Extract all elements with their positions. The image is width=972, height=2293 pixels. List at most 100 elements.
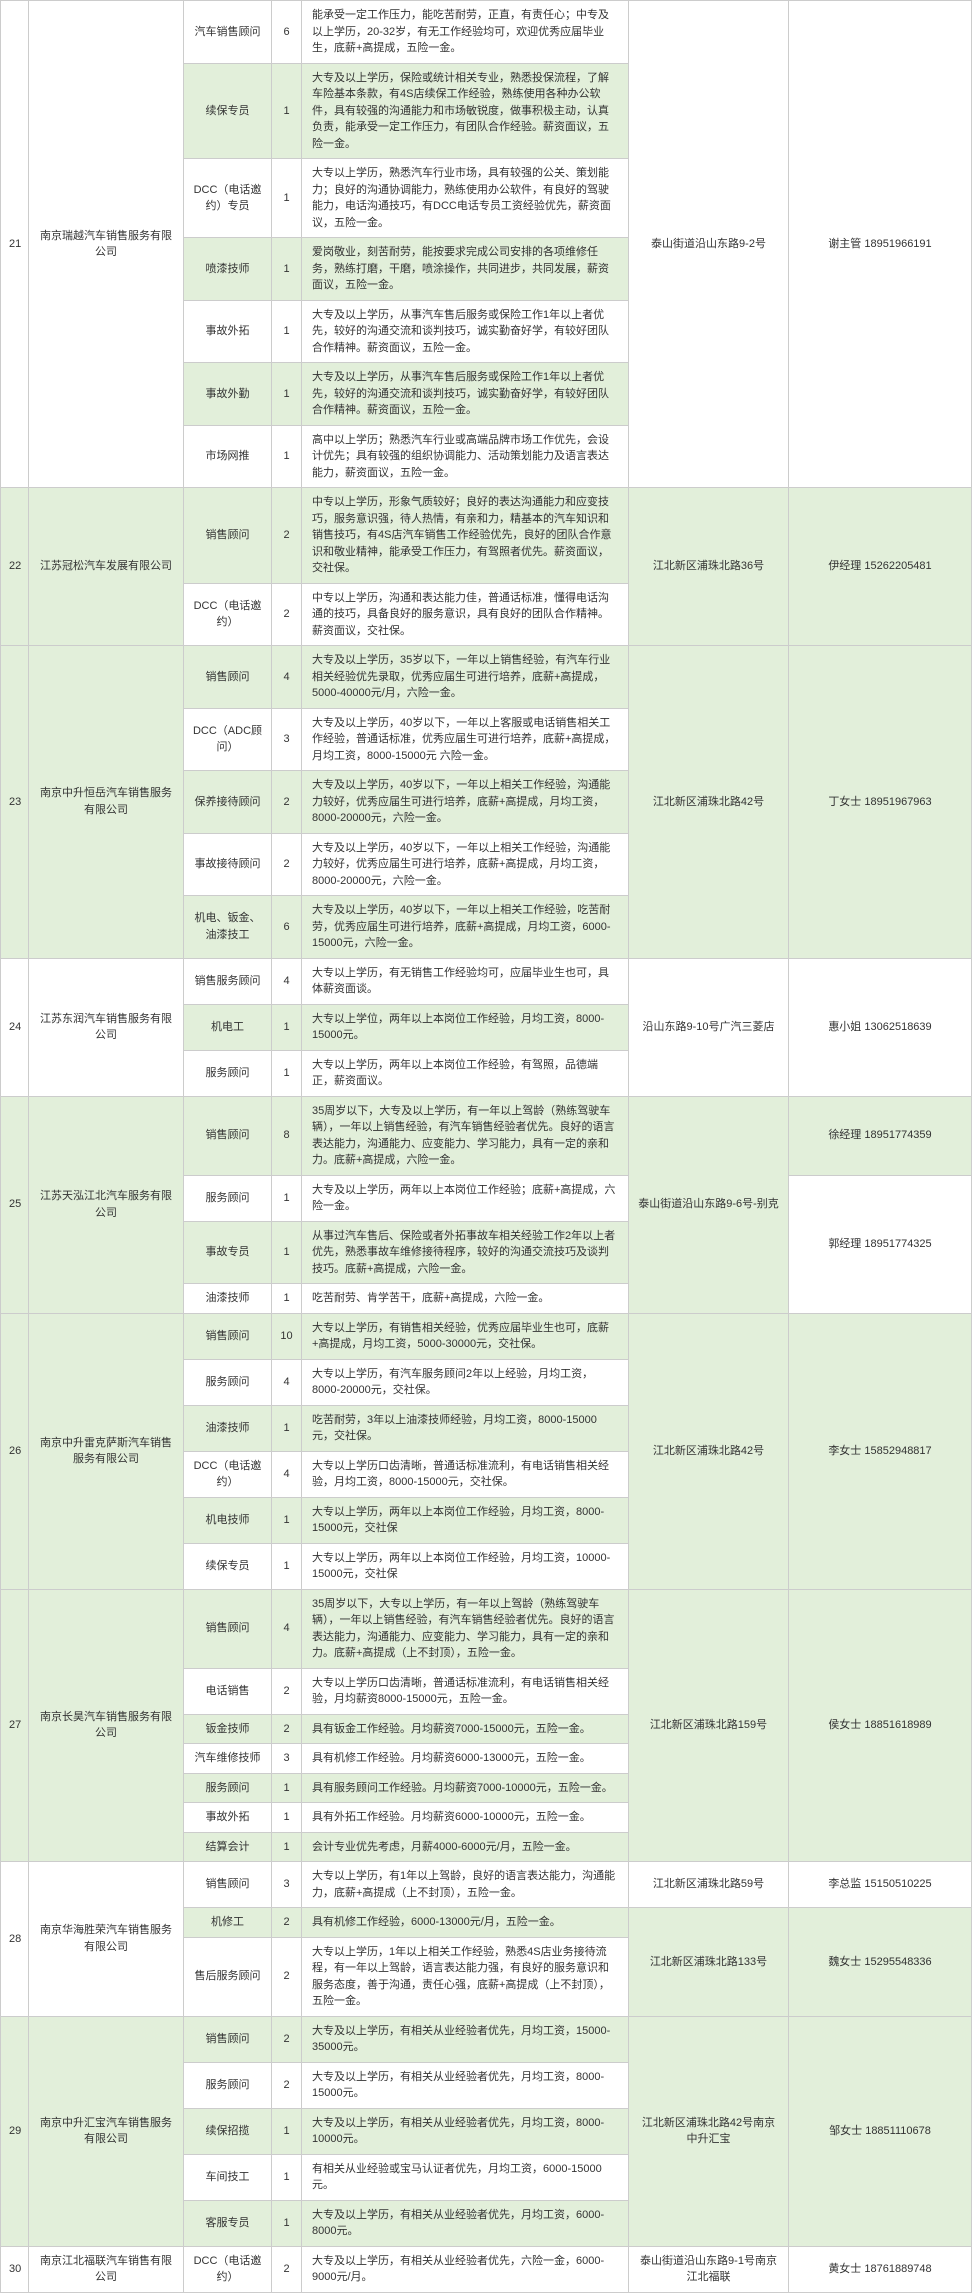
position-name: 油漆技师: [184, 1284, 272, 1314]
position-desc: 大专以上学位，两年以上本岗位工作经验，月均工资，8000-15000元。: [302, 1004, 629, 1050]
position-count: 1: [272, 1543, 302, 1589]
contact-info: 徐经理 18951774359: [789, 1096, 972, 1175]
position-count: 1: [272, 425, 302, 488]
position-name: 机电、钣金、油漆技工: [184, 896, 272, 959]
position-desc: 大专以上学历，有销售相关经验，优秀应届毕业生也可，底薪+高提成，月均工资，500…: [302, 1313, 629, 1359]
company-name: 南京中升汇宝汽车销售服务有限公司: [29, 2016, 184, 2246]
position-desc: 大专及以上学历，40岁以下，一年以上相关工作经验，沟通能力较好，优秀应届生可进行…: [302, 833, 629, 896]
position-desc: 大专及以上学历，35岁以下，一年以上销售经验，有汽车行业相关经验优先录取，优秀应…: [302, 646, 629, 709]
position-desc: 大专及以上学历，40岁以下，一年以上相关工作经验，沟通能力较好，优秀应届生可进行…: [302, 771, 629, 834]
position-desc: 大专及以上学历，有相关从业经验者优先，六险一金，6000-9000元/月。: [302, 2246, 629, 2292]
contact-info: 李总监 15150510225: [789, 1862, 972, 1908]
position-desc: 吃苦耐劳，3年以上油漆技师经验，月均工资，8000-15000元，交社保。: [302, 1405, 629, 1451]
position-desc: 具有机修工作经验，6000-13000元/月，五险一金。: [302, 1908, 629, 1938]
position-count: 1: [272, 159, 302, 238]
position-desc: 大专以上学历，两年以上本岗位工作经验，月均工资，10000-15000元，交社保: [302, 1543, 629, 1589]
company-name: 南京中升雷克萨斯汽车销售服务有限公司: [29, 1313, 184, 1589]
company-name: 南京中升恒岳汽车销售服务有限公司: [29, 646, 184, 959]
position-name: 油漆技师: [184, 1405, 272, 1451]
position-count: 2: [272, 2016, 302, 2062]
position-desc: 中专以上学历，形象气质较好；良好的表达沟通能力和应变技巧，服务意识强，待人热情，…: [302, 488, 629, 584]
position-name: DCC（电话邀约）: [184, 1451, 272, 1497]
position-name: 结算会计: [184, 1832, 272, 1862]
position-count: 1: [272, 1175, 302, 1221]
position-count: 10: [272, 1313, 302, 1359]
contact-info: 郭经理 18951774325: [789, 1175, 972, 1313]
position-count: 2: [272, 833, 302, 896]
row-index: 29: [1, 2016, 29, 2246]
position-desc: 大专及以上学历，保险或统计相关专业，熟悉投保流程，了解车险基本条款，有4S店续保…: [302, 63, 629, 159]
company-address: 江北新区浦珠北路159号: [629, 1589, 789, 1862]
position-name: 喷漆技师: [184, 238, 272, 301]
position-count: 4: [272, 958, 302, 1004]
position-name: 保养接待顾问: [184, 771, 272, 834]
position-name: 事故外勤: [184, 363, 272, 426]
position-name: 机修工: [184, 1908, 272, 1938]
position-count: 3: [272, 1862, 302, 1908]
position-count: 3: [272, 708, 302, 771]
position-name: 服务顾问: [184, 1773, 272, 1803]
contact-info: 李女士 15852948817: [789, 1313, 972, 1589]
position-desc: 爱岗敬业，刻苦耐劳，能按要求完成公司安排的各项维修任务，熟练打磨，干磨，喷涂操作…: [302, 238, 629, 301]
position-desc: 具有服务顾问工作经验。月均薪资7000-10000元，五险一金。: [302, 1773, 629, 1803]
position-desc: 有相关从业经验或宝马认证者优先，月均工资，6000-15000元。: [302, 2154, 629, 2200]
row-index: 25: [1, 1096, 29, 1313]
position-count: 1: [272, 1050, 302, 1096]
position-name: 电话销售: [184, 1668, 272, 1714]
position-count: 2: [272, 488, 302, 584]
position-count: 1: [272, 238, 302, 301]
position-count: 8: [272, 1096, 302, 1175]
position-count: 2: [272, 1668, 302, 1714]
row-index: 24: [1, 958, 29, 1096]
position-count: 4: [272, 1451, 302, 1497]
position-desc: 大专以上学历，有无销售工作经验均可，应届毕业生也可，具体薪资面谈。: [302, 958, 629, 1004]
position-count: 1: [272, 300, 302, 363]
position-name: 销售顾问: [184, 488, 272, 584]
company-address: 泰山街道沿山东路9-6号-别克: [629, 1096, 789, 1313]
position-desc: 具有外拓工作经验。月均薪资6000-10000元，五险一金。: [302, 1803, 629, 1833]
position-desc: 大专及以上学历，有相关从业经验者优先，月均工资，8000-15000元。: [302, 2062, 629, 2108]
position-count: 1: [272, 1832, 302, 1862]
position-desc: 35周岁以下，大专以上学历，有一年以上驾龄（熟练驾驶车辆），一年以上销售经验，有…: [302, 1589, 629, 1668]
position-desc: 大专及以上学历，有相关从业经验者优先，月均工资，15000-35000元。: [302, 2016, 629, 2062]
contact-info: 黄女士 18761889748: [789, 2246, 972, 2292]
company-name: 江苏东润汽车销售服务有限公司: [29, 958, 184, 1096]
position-count: 1: [272, 1497, 302, 1543]
position-desc: 大专以上学历，有1年以上驾龄，良好的语言表达能力，沟通能力，底薪+高提成（上不封…: [302, 1862, 629, 1908]
company-address: 沿山东路9-10号广汽三菱店: [629, 958, 789, 1096]
position-name: 市场网推: [184, 425, 272, 488]
position-count: 1: [272, 1284, 302, 1314]
position-desc: 大专及以上学历，有相关从业经验者优先，月均工资，6000-8000元。: [302, 2200, 629, 2246]
company-address: 江北新区浦珠北路59号: [629, 1862, 789, 1908]
position-name: 销售顾问: [184, 1589, 272, 1668]
position-name: 销售顾问: [184, 646, 272, 709]
recruitment-table: 21南京瑞越汽车销售服务有限公司汽车销售顾问6能承受一定工作压力，能吃苦耐劳，正…: [0, 0, 972, 2293]
contact-info: 侯女士 18851618989: [789, 1589, 972, 1862]
position-count: 2: [272, 1937, 302, 2016]
position-name: 钣金技师: [184, 1714, 272, 1744]
position-name: 销售顾问: [184, 1862, 272, 1908]
position-desc: 大专及以上学历，有相关从业经验者优先，月均工资，8000-10000元。: [302, 2108, 629, 2154]
position-name: 事故专员: [184, 1221, 272, 1284]
position-count: 2: [272, 2062, 302, 2108]
position-name: 销售服务顾问: [184, 958, 272, 1004]
row-index: 23: [1, 646, 29, 959]
position-count: 2: [272, 1714, 302, 1744]
position-count: 1: [272, 2154, 302, 2200]
position-desc: 大专以上学历，有汽车服务顾问2年以上经验，月均工资，8000-20000元，交社…: [302, 1359, 629, 1405]
company-address: 江北新区浦珠北路42号南京中升汇宝: [629, 2016, 789, 2246]
row-index: 30: [1, 2246, 29, 2292]
row-index: 26: [1, 1313, 29, 1589]
position-name: 续保专员: [184, 63, 272, 159]
row-index: 28: [1, 1862, 29, 2017]
position-desc: 35周岁以下，大专及以上学历，有一年以上驾龄（熟练驾驶车辆），一年以上销售经验，…: [302, 1096, 629, 1175]
company-address: 泰山街道沿山东路9-1号南京江北福联: [629, 2246, 789, 2292]
position-name: 事故外拓: [184, 1803, 272, 1833]
company-name: 南京长昊汽车销售服务有限公司: [29, 1589, 184, 1862]
contact-info: 谢主管 18951966191: [789, 1, 972, 488]
company-address: 江北新区浦珠北路133号: [629, 1908, 789, 2017]
position-name: 事故接待顾问: [184, 833, 272, 896]
position-desc: 吃苦耐劳、肯学苦干，底薪+高提成，六险一金。: [302, 1284, 629, 1314]
position-name: 机电工: [184, 1004, 272, 1050]
position-name: 销售顾问: [184, 2016, 272, 2062]
